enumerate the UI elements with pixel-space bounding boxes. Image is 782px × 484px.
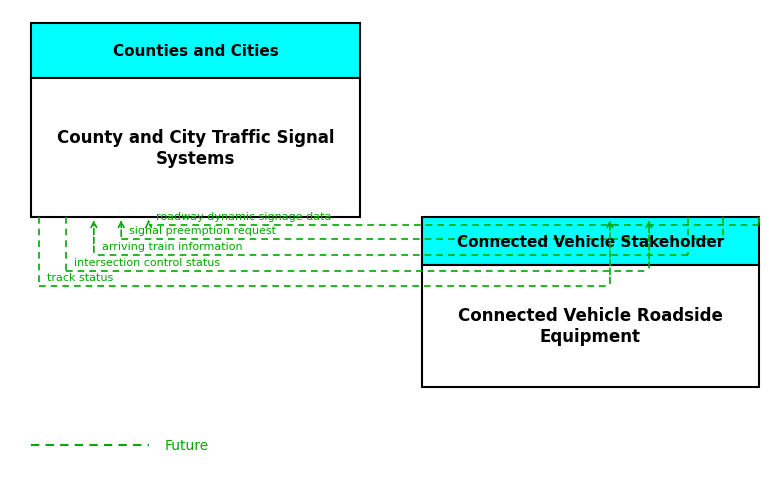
Text: roadway dynamic signage data: roadway dynamic signage data bbox=[156, 211, 332, 221]
Text: signal preemption request: signal preemption request bbox=[129, 226, 276, 236]
Text: arriving train information: arriving train information bbox=[102, 242, 242, 252]
Text: track status: track status bbox=[47, 272, 113, 283]
FancyBboxPatch shape bbox=[31, 24, 360, 78]
Text: Connected Vehicle Roadside
Equipment: Connected Vehicle Roadside Equipment bbox=[458, 307, 723, 346]
FancyBboxPatch shape bbox=[31, 78, 360, 218]
Text: County and City Traffic Signal
Systems: County and City Traffic Signal Systems bbox=[57, 129, 334, 167]
FancyBboxPatch shape bbox=[422, 218, 759, 265]
FancyBboxPatch shape bbox=[422, 265, 759, 387]
Text: Connected Vehicle Stakeholder: Connected Vehicle Stakeholder bbox=[457, 234, 724, 249]
Text: Future: Future bbox=[164, 439, 209, 452]
Text: Counties and Cities: Counties and Cities bbox=[113, 44, 278, 59]
Text: intersection control status: intersection control status bbox=[74, 257, 221, 267]
